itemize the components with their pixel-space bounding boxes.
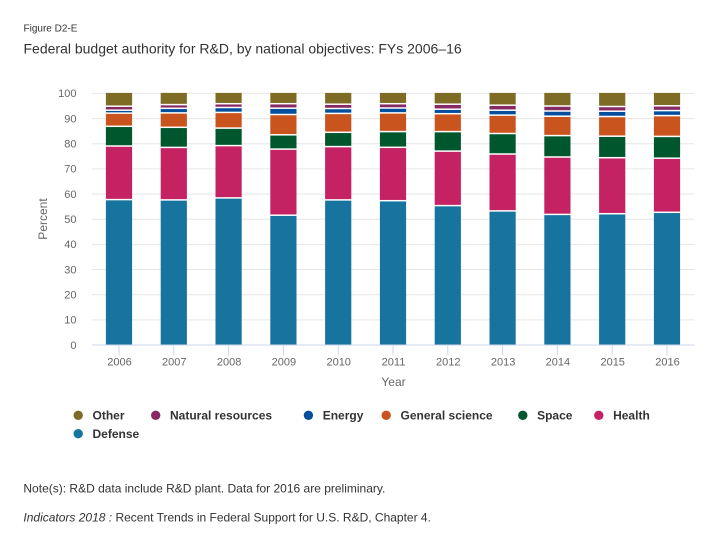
svg-text:2006: 2006: [107, 357, 131, 369]
svg-text:Indicators 2018 : Recent Trend: Indicators 2018 : Recent Trends in Feder…: [23, 510, 431, 524]
svg-text:2012: 2012: [436, 357, 460, 369]
svg-text:2014: 2014: [546, 357, 570, 369]
svg-text:2013: 2013: [491, 357, 515, 369]
svg-text:2008: 2008: [217, 357, 241, 369]
svg-text:20: 20: [64, 289, 76, 301]
svg-text:Energy: Energy: [323, 409, 364, 423]
svg-text:Natural resources: Natural resources: [170, 409, 272, 423]
svg-text:50: 50: [64, 214, 76, 226]
svg-text:40: 40: [64, 239, 76, 251]
svg-text:General science: General science: [401, 409, 493, 423]
svg-text:90: 90: [64, 113, 76, 125]
svg-text:Defense: Defense: [93, 427, 140, 441]
svg-text:0: 0: [70, 340, 76, 352]
svg-text:2016: 2016: [655, 357, 679, 369]
svg-text:2010: 2010: [326, 357, 350, 369]
svg-text:70: 70: [64, 164, 76, 176]
svg-text:Note(s): R&D data include R&D: Note(s): R&D data include R&D plant. Dat…: [23, 482, 385, 496]
svg-text:Health: Health: [613, 409, 650, 423]
svg-text:2007: 2007: [162, 357, 186, 369]
svg-text:10: 10: [64, 315, 76, 327]
svg-text:2009: 2009: [272, 357, 296, 369]
svg-text:2015: 2015: [600, 357, 624, 369]
svg-text:Percent: Percent: [36, 198, 50, 240]
svg-text:60: 60: [64, 189, 76, 201]
svg-text:2011: 2011: [382, 357, 406, 369]
svg-text:30: 30: [64, 264, 76, 276]
svg-text:80: 80: [64, 139, 76, 151]
svg-text:Figure D2-E: Figure D2-E: [24, 23, 78, 34]
svg-text:Federal budget authority for R: Federal budget authority for R&D, by nat…: [24, 40, 462, 56]
svg-text:100: 100: [58, 88, 76, 100]
svg-text:Space: Space: [537, 409, 573, 423]
svg-text:Other: Other: [93, 409, 125, 423]
svg-text:Year: Year: [381, 375, 405, 389]
